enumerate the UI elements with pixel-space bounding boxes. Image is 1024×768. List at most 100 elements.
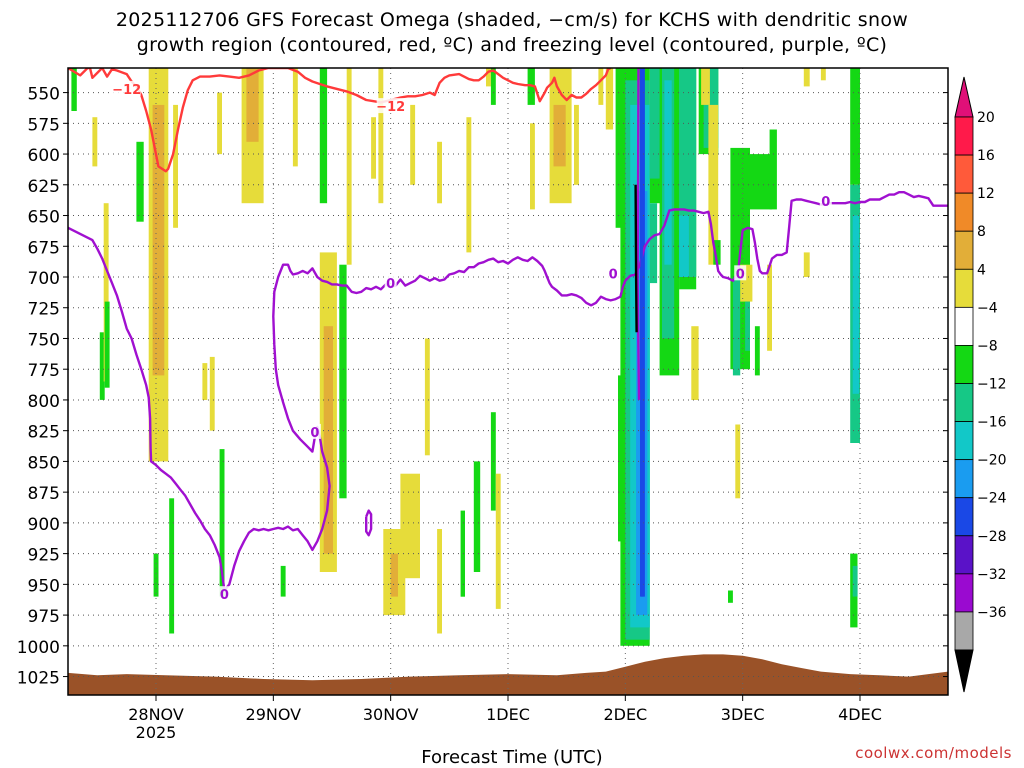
plot-frame — [67, 67, 949, 696]
y-tick-label: 800 — [28, 392, 60, 412]
omega-band — [598, 68, 604, 105]
contour-label-bg — [308, 423, 321, 439]
colorbar-label: −36 — [977, 605, 1007, 621]
omega-band — [323, 326, 333, 554]
x-tick-label: 28NOV — [128, 705, 184, 724]
chart-title: 2025112706 GFS Forecast Omega (shaded, −… — [0, 8, 1024, 58]
omega-band — [745, 301, 750, 351]
terrain-fill — [68, 654, 948, 695]
omega-band — [769, 129, 777, 210]
colorbar-swatch — [954, 154, 974, 194]
omega-band — [424, 338, 430, 456]
omega-band — [679, 215, 689, 277]
y-tick-label: 550 — [28, 85, 60, 105]
contour-label-bg — [734, 265, 747, 281]
omega-band — [339, 264, 347, 499]
colorbar-swatch — [954, 573, 974, 613]
omega-band — [390, 553, 398, 597]
x-tick-label: 3DEC — [721, 705, 765, 724]
colorbar-swatch — [954, 611, 974, 651]
omega-band — [852, 215, 860, 394]
omega-band — [735, 424, 741, 499]
y-tick-label: 875 — [28, 484, 60, 504]
colorbar-swatch — [954, 383, 974, 422]
omega-band — [605, 68, 614, 130]
omega-band — [701, 68, 710, 105]
x-tick-label: 30NOV — [363, 705, 419, 724]
colorbar-swatch — [954, 459, 974, 499]
colorbar-label: −32 — [977, 567, 1007, 583]
colorbar-label: −20 — [977, 453, 1007, 469]
omega-band — [767, 264, 772, 351]
omega-band — [850, 68, 860, 185]
contour-line — [640, 68, 644, 597]
omega-band — [495, 473, 501, 609]
contour-label-bg — [112, 80, 141, 96]
colorbar-label: 20 — [977, 110, 995, 126]
omega-band — [713, 240, 721, 265]
omega-band — [574, 104, 579, 185]
watermark: coolwx.com/models — [855, 744, 1012, 762]
omega-band — [173, 104, 178, 228]
omega-band — [747, 154, 772, 210]
colorbar-label: −12 — [977, 377, 1007, 393]
contour-line — [365, 509, 373, 537]
chart-title-line1: 2025112706 GFS Forecast Omega (shaded, −… — [115, 9, 909, 31]
colorbar-swatch — [954, 192, 974, 232]
colorbar-label: 16 — [977, 148, 995, 164]
omega-band — [153, 553, 159, 597]
omega-band — [490, 68, 496, 105]
omega-band — [473, 461, 481, 572]
contour-labels: −12 −12 0 0 0 0 0 0 — [112, 80, 832, 603]
omega-band — [649, 203, 658, 284]
contour-line — [636, 68, 641, 400]
omega-band — [410, 104, 416, 185]
colorbar-swatch — [954, 306, 974, 346]
omega-band — [553, 104, 566, 167]
omega-band — [169, 498, 175, 634]
y-axis-ticks: 550 575 600 625 650 675 700 725 750 775 800 825 850 8… — [17, 85, 948, 689]
contour-label-bg — [218, 586, 231, 602]
omega-band — [152, 104, 165, 376]
chart-title-line2: growth region (contoured, red, ºC) and f… — [136, 34, 888, 56]
y-tick-label: 725 — [28, 300, 60, 320]
grid-lines — [68, 68, 948, 695]
colorbar-swatch — [954, 116, 974, 156]
y-tick-label: 925 — [28, 546, 60, 566]
omega-band — [852, 565, 858, 597]
y-tick-label: 950 — [28, 576, 60, 596]
omega-band — [803, 68, 810, 87]
omega-band — [280, 565, 286, 597]
omega-band — [371, 117, 376, 179]
omega-band — [664, 80, 672, 265]
colorbar-swatch — [954, 345, 974, 384]
colorbar: 20 16 12 8 4 −4 −8 −12 −16 −20 −24 −28 −32 −36 — [954, 76, 1007, 693]
x-axis-label: Forecast Time (UTC) — [421, 747, 603, 768]
contour-label: 0 — [821, 195, 830, 210]
x-tick-sublabel: 2025 — [136, 723, 177, 742]
y-tick-label: 625 — [28, 177, 60, 197]
y-tick-label: 825 — [28, 423, 60, 443]
colorbar-label: −24 — [977, 491, 1007, 507]
contour-label: 0 — [609, 267, 618, 282]
omega-band — [691, 326, 699, 400]
omega-band — [202, 363, 208, 400]
colorbar-label: 8 — [977, 224, 986, 240]
x-tick-label: 4DEC — [838, 705, 882, 724]
omega-band — [219, 449, 225, 597]
contour-label-bg — [607, 265, 620, 281]
y-tick-label: 575 — [28, 115, 60, 135]
colorbar-label: 4 — [977, 262, 986, 278]
omega-band — [71, 68, 77, 111]
omega-band — [319, 68, 328, 204]
x-tick-label: 1DEC — [486, 705, 530, 724]
y-tick-label: 1025 — [17, 669, 60, 689]
colorbar-top-arrow — [954, 76, 974, 118]
colorbar-label: 12 — [977, 186, 995, 202]
y-tick-label: 850 — [28, 453, 60, 473]
colorbar-label: −4 — [977, 300, 998, 316]
colorbar-label: −16 — [977, 415, 1007, 431]
colorbar-swatch — [954, 268, 974, 308]
